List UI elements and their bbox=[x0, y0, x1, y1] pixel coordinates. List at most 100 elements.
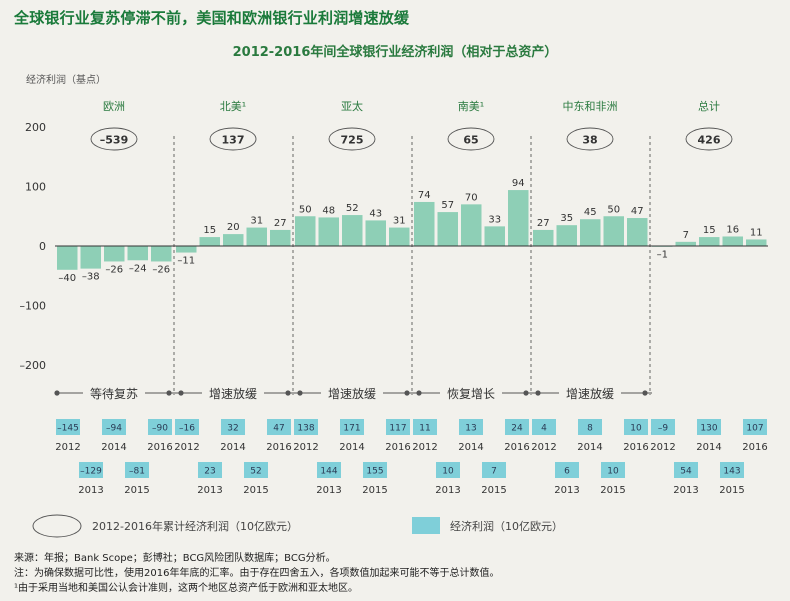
profit-box bbox=[244, 462, 268, 478]
year-label: 2013 bbox=[197, 485, 222, 496]
profit-box bbox=[198, 462, 222, 478]
data-note: 注：为确保数据可比性，使用2016年年底的汇率。由于存在四舍五入，各项数值加起来… bbox=[14, 568, 500, 579]
bar bbox=[80, 246, 101, 269]
bar-value-label: 7 bbox=[683, 230, 689, 241]
profit-value: –90 bbox=[152, 424, 168, 434]
profit-value: 52 bbox=[250, 467, 261, 477]
bar-value-label: 94 bbox=[512, 178, 525, 189]
profit-value: 32 bbox=[227, 424, 238, 434]
region-label: 中东和非洲 bbox=[563, 100, 618, 113]
bar-value-label: 31 bbox=[393, 216, 406, 227]
bar bbox=[414, 201, 435, 246]
y-tick-label: 0 bbox=[39, 240, 46, 253]
total-oval bbox=[209, 127, 257, 151]
legend-swatch bbox=[412, 517, 440, 534]
chart-subtitle: 2012-2016年间全球银行业经济利润（相对于总资产） bbox=[232, 45, 558, 60]
year-label: 2016 bbox=[147, 442, 172, 453]
profit-value: 107 bbox=[746, 424, 763, 434]
year-label: 2016 bbox=[385, 442, 410, 453]
profit-value: 4 bbox=[541, 424, 547, 434]
profit-box bbox=[56, 419, 80, 435]
profit-box bbox=[697, 419, 721, 435]
bar-value-label: 47 bbox=[631, 206, 644, 217]
profit-box bbox=[221, 419, 245, 435]
phase-dot bbox=[166, 390, 172, 396]
bar-value-label: 35 bbox=[560, 213, 573, 224]
profit-box bbox=[79, 462, 103, 478]
profit-value: 130 bbox=[700, 424, 717, 434]
profit-value: –16 bbox=[179, 424, 195, 434]
bar-value-label: 15 bbox=[203, 225, 216, 236]
phase-label-bg bbox=[83, 384, 145, 401]
bar-value-label: –26 bbox=[105, 264, 123, 275]
total-label: 426 bbox=[698, 134, 721, 147]
profit-box bbox=[102, 419, 126, 435]
year-label: 2015 bbox=[600, 485, 625, 496]
year-label: 2016 bbox=[742, 442, 767, 453]
bar bbox=[533, 229, 554, 246]
legend-oval bbox=[32, 514, 82, 538]
profit-value: 143 bbox=[723, 467, 740, 477]
phase-dot bbox=[297, 390, 303, 396]
total-oval bbox=[566, 127, 614, 151]
bar-value-label: 74 bbox=[418, 190, 431, 201]
profit-value: 6 bbox=[564, 467, 570, 477]
profit-value: 13 bbox=[465, 424, 476, 434]
bar-value-label: 31 bbox=[250, 216, 263, 227]
bar bbox=[580, 219, 601, 246]
bar bbox=[223, 234, 244, 246]
year-label: 2012 bbox=[293, 442, 318, 453]
year-label: 2015 bbox=[362, 485, 387, 496]
phase-dot bbox=[416, 390, 422, 396]
total-oval bbox=[90, 127, 138, 151]
bar-value-label: –1 bbox=[657, 250, 668, 261]
total-label: 137 bbox=[222, 134, 245, 147]
phase-label: 恢复增长 bbox=[447, 387, 495, 401]
year-label: 2015 bbox=[481, 485, 506, 496]
year-label: 2013 bbox=[435, 485, 460, 496]
y-axis-label: 经济利润（基点） bbox=[26, 73, 106, 86]
bar bbox=[556, 225, 577, 246]
bar bbox=[246, 227, 267, 246]
phase-label-bg bbox=[559, 384, 621, 401]
chart-title: 全球银行业复苏停滞不前，美国和欧洲银行业利润增速放缓 bbox=[14, 9, 410, 27]
total-oval bbox=[447, 127, 495, 151]
year-label: 2016 bbox=[266, 442, 291, 453]
profit-box bbox=[578, 419, 602, 435]
phase-label-bg bbox=[440, 384, 502, 401]
total-label: 65 bbox=[463, 134, 478, 147]
bar bbox=[57, 246, 78, 270]
profit-box bbox=[436, 462, 460, 478]
bar bbox=[484, 226, 505, 246]
y-tick-label: 100 bbox=[25, 181, 46, 194]
bar bbox=[151, 246, 172, 262]
profit-value: 11 bbox=[419, 424, 430, 434]
bar-value-label: 48 bbox=[322, 205, 335, 216]
year-label: 2014 bbox=[696, 442, 721, 453]
bar-value-label: 15 bbox=[703, 225, 716, 236]
profit-value: 117 bbox=[389, 424, 406, 434]
bar-value-label: –11 bbox=[177, 256, 195, 267]
profit-box bbox=[482, 462, 506, 478]
profit-value: 10 bbox=[607, 467, 619, 477]
bar bbox=[199, 237, 220, 246]
phase-dot bbox=[285, 390, 291, 396]
bar bbox=[603, 216, 624, 246]
year-label: 2012 bbox=[531, 442, 556, 453]
profit-box bbox=[267, 419, 291, 435]
region-label: 欧洲 bbox=[103, 100, 125, 113]
profit-box bbox=[413, 419, 437, 435]
phase-label: 增速放缓 bbox=[328, 386, 376, 401]
profit-box bbox=[505, 419, 529, 435]
phase-dot bbox=[54, 390, 60, 396]
phase-label: 增速放缓 bbox=[566, 386, 614, 401]
profit-value: 155 bbox=[366, 467, 383, 477]
footnote: ¹由于采用当地和美国公认会计准则，这两个地区总资产低于欧洲和亚太地区。 bbox=[14, 583, 359, 594]
profit-box bbox=[294, 419, 318, 435]
profit-value: 24 bbox=[511, 424, 523, 434]
bar-value-label: 33 bbox=[488, 214, 501, 225]
profit-box bbox=[340, 419, 364, 435]
profit-box bbox=[624, 419, 648, 435]
profit-value: 54 bbox=[680, 467, 692, 477]
bar-value-label: –26 bbox=[152, 264, 170, 275]
